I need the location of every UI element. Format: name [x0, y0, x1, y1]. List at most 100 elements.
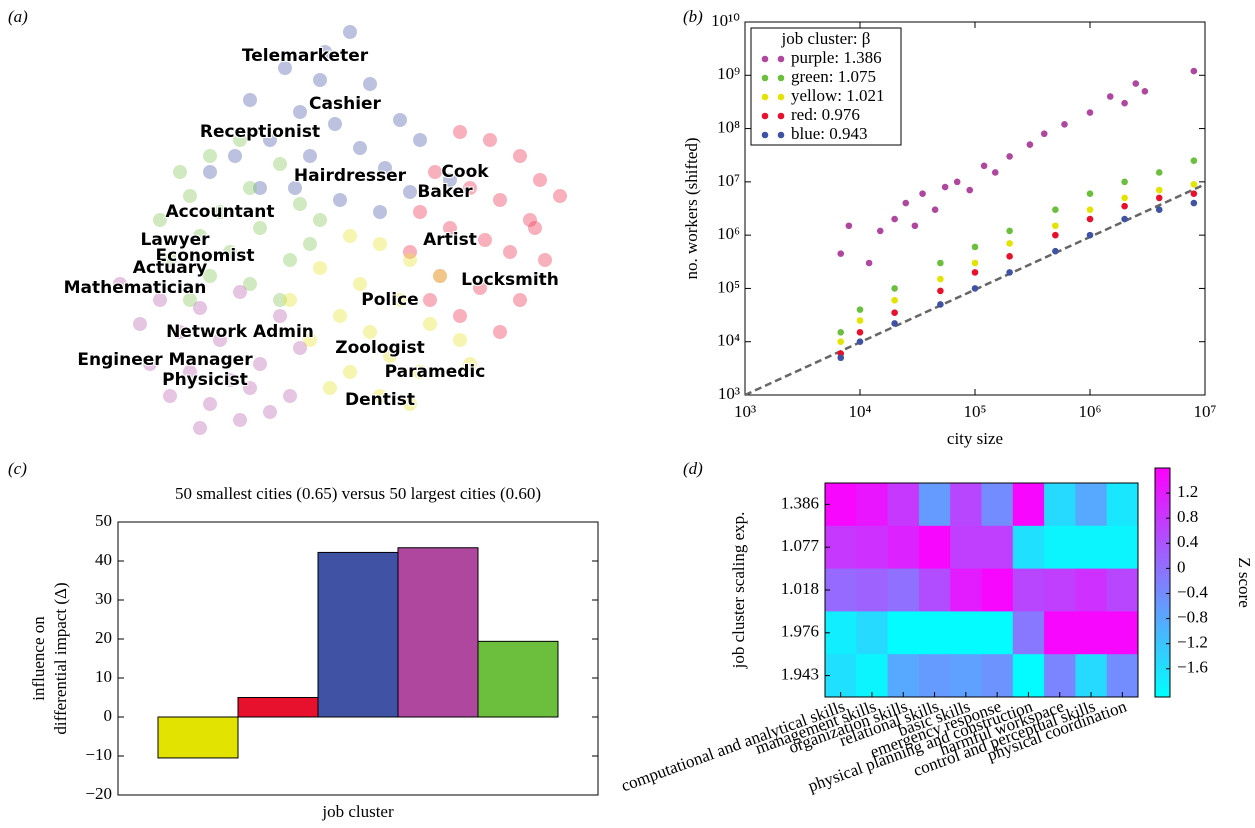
point — [1006, 153, 1013, 160]
heat-cell — [1044, 525, 1076, 570]
point — [1006, 240, 1013, 247]
bar — [317, 551, 399, 718]
legend-label: green: 1.075 — [791, 67, 876, 86]
y-tick-label: 10¹⁰ — [711, 11, 740, 30]
point — [1121, 194, 1128, 202]
heat-cell — [950, 483, 982, 527]
point — [173, 165, 187, 179]
point — [313, 213, 327, 227]
x-tick-label: 10³ — [734, 402, 756, 421]
row-label: 1.943 — [781, 665, 819, 684]
colorbar-tick-label: 0.8 — [1177, 507, 1198, 526]
point — [1121, 215, 1128, 223]
legend-swatch — [761, 93, 769, 101]
point — [133, 317, 147, 331]
point — [1155, 194, 1163, 202]
point — [403, 253, 417, 267]
heat-cell — [887, 568, 920, 612]
point — [183, 365, 197, 379]
point — [193, 301, 207, 315]
heat-cell — [1106, 525, 1139, 570]
point — [413, 133, 427, 147]
point — [1052, 231, 1059, 239]
point — [1121, 202, 1128, 210]
point — [153, 213, 167, 227]
panel-label: (b) — [683, 7, 703, 26]
bar — [237, 697, 319, 718]
point — [373, 389, 387, 403]
point — [876, 227, 884, 235]
heat-cell — [918, 568, 951, 612]
point — [845, 222, 853, 230]
heat-cell — [950, 654, 982, 698]
point — [1106, 93, 1114, 100]
point — [303, 333, 317, 347]
heat-cell — [918, 611, 951, 655]
colorbar-tick-label: −1.6 — [1177, 658, 1208, 677]
point — [193, 421, 207, 435]
point — [937, 287, 944, 295]
cluster-label: Economist — [156, 246, 255, 266]
cluster-label: Hairdresser — [294, 166, 407, 186]
point — [333, 193, 347, 207]
y-tick-label: 10⁹ — [717, 64, 740, 83]
cluster-label: Lawyer — [140, 230, 210, 250]
point — [313, 261, 327, 275]
colorbar-label: Z score — [1235, 557, 1254, 608]
point — [213, 333, 227, 347]
legend-swatch — [777, 112, 785, 120]
heat-cell — [856, 611, 889, 655]
point — [1026, 141, 1034, 148]
point — [343, 365, 357, 379]
x-tick-label: 10⁶ — [1079, 402, 1102, 421]
heat-cell — [981, 654, 1014, 698]
point — [273, 309, 287, 323]
point — [443, 221, 457, 235]
point — [453, 125, 467, 139]
point — [473, 281, 487, 295]
point — [233, 133, 247, 147]
point — [837, 250, 845, 257]
colorbar-tick-label: 1.2 — [1177, 482, 1198, 501]
heat-cell — [825, 654, 857, 698]
point — [1190, 199, 1198, 207]
x-tick-label: 10⁴ — [849, 402, 872, 421]
point — [373, 237, 387, 251]
point — [463, 181, 477, 195]
heat-cell — [856, 525, 889, 570]
point — [173, 325, 187, 339]
cluster-label: Receptionist — [200, 122, 320, 142]
legend-label: blue: 0.943 — [791, 124, 868, 143]
point — [253, 357, 267, 371]
heat-cell — [1044, 568, 1076, 612]
point — [1086, 231, 1094, 239]
point — [837, 354, 845, 362]
legend-label: red: 0.976 — [791, 105, 860, 124]
point — [183, 189, 197, 203]
point — [1141, 88, 1149, 95]
point — [143, 357, 157, 371]
point — [323, 381, 337, 395]
y-tick-label: 10⁵ — [717, 277, 740, 296]
point — [433, 269, 447, 283]
legend-swatch — [777, 131, 785, 139]
colorbar-tick-label: −0.8 — [1177, 607, 1208, 626]
heat-cell — [1012, 611, 1045, 655]
point — [393, 293, 407, 307]
point — [203, 269, 217, 283]
point — [1155, 186, 1163, 194]
heat-cell — [1075, 654, 1108, 698]
heat-cell — [981, 611, 1014, 655]
heat-cell — [856, 483, 889, 527]
point — [1052, 222, 1059, 230]
heat-cell — [950, 525, 982, 570]
point — [837, 329, 845, 336]
heat-cell — [825, 611, 857, 655]
y-tick-label: 10⁶ — [717, 224, 740, 243]
heat-cell — [1012, 654, 1045, 698]
heat-cell — [981, 525, 1014, 570]
point — [353, 277, 367, 291]
point — [383, 349, 397, 363]
y-tick-label: −20 — [85, 784, 112, 803]
point — [478, 233, 492, 247]
